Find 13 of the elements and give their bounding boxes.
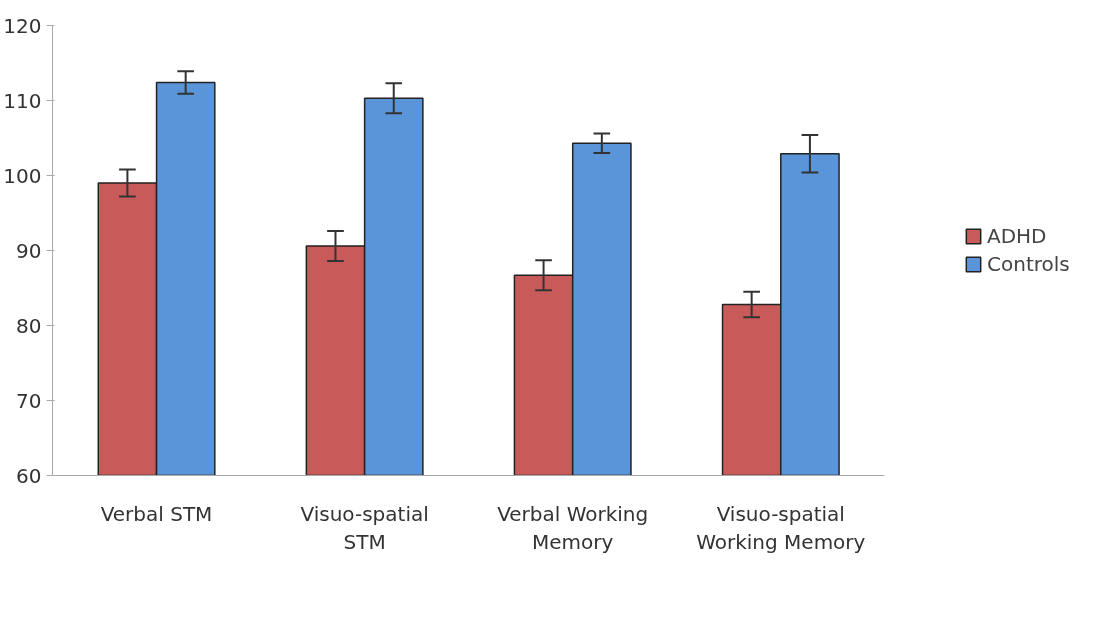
- y-tick-label: 90: [16, 238, 42, 263]
- y-tick-label: 100: [3, 163, 42, 188]
- x-tick-label: Verbal STM: [100, 501, 213, 526]
- y-tick-label: 120: [3, 13, 42, 38]
- x-tick-label: Verbal Working Memory: [497, 501, 649, 555]
- x-tick-label: Visuo-spatial Working Memory: [696, 501, 866, 555]
- legend-label: Controls: [987, 252, 1071, 276]
- y-tick-label: 70: [16, 388, 42, 413]
- y-tick-label: 80: [16, 313, 42, 338]
- legend-label: ADHD: [987, 224, 1048, 248]
- x-tick-label: Visuo-spatial STM: [300, 501, 429, 555]
- y-tick-label: 110: [3, 88, 42, 113]
- y-tick-label: 60: [16, 463, 42, 488]
